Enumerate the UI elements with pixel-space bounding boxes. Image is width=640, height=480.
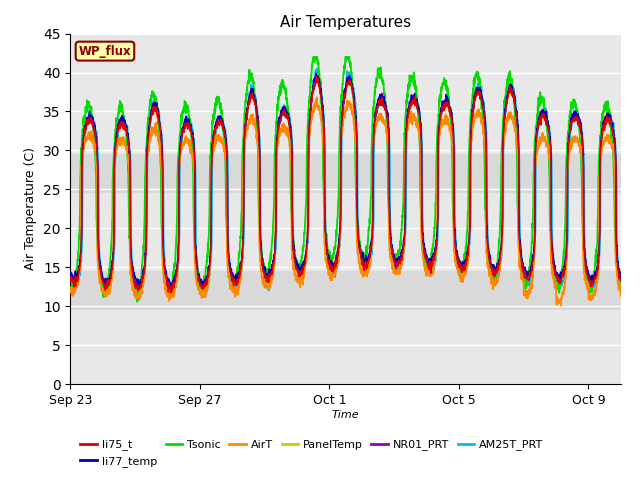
Bar [70,271,621,310]
Text: WP_flux: WP_flux [79,45,131,58]
Y-axis label: Air Temperature (C): Air Temperature (C) [24,147,38,270]
X-axis label: Time: Time [332,409,360,420]
Bar [70,154,621,193]
Title: Air Temperatures: Air Temperatures [280,15,411,30]
Legend: li75_t, li77_temp, Tsonic, AirT, PanelTemp, NR01_PRT, AM25T_PRT: li75_t, li77_temp, Tsonic, AirT, PanelTe… [76,435,547,471]
